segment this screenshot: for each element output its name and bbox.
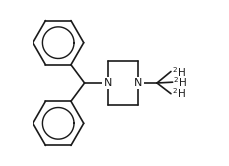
Text: $^{2}$H: $^{2}$H [171,86,185,100]
Text: N: N [103,78,111,88]
Text: $^{2}$H: $^{2}$H [173,75,186,89]
Text: $^{2}$H: $^{2}$H [171,65,185,79]
Text: N: N [133,78,142,88]
